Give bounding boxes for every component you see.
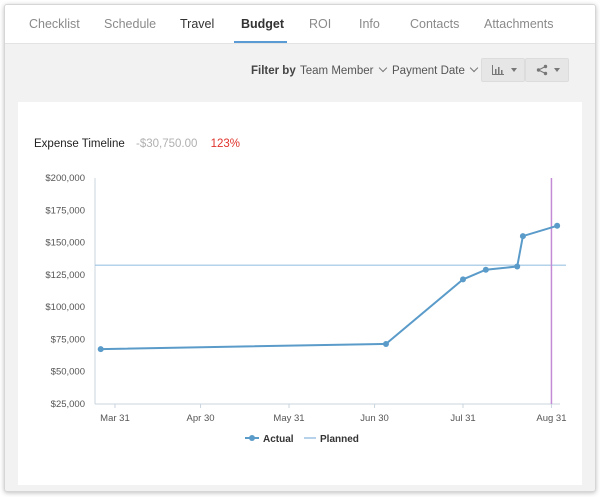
- payment-date-dropdown[interactable]: Payment Date: [392, 63, 479, 77]
- x-tick-label: Jul 31: [450, 413, 475, 424]
- tab-attachments[interactable]: Attachments: [484, 17, 554, 31]
- actual-point[interactable]: [460, 276, 467, 283]
- tab-roi[interactable]: ROI: [309, 17, 332, 31]
- expense-timeline-chart: $200,000 $175,000 $150,000 $125,000 $100,000…: [45, 173, 567, 445]
- filter-label: Filter by: [251, 65, 296, 77]
- filter-toolbar: Filter by Team Member Payment Date: [5, 43, 595, 103]
- team-member-dropdown[interactable]: Team Member: [300, 63, 387, 77]
- share-button[interactable]: [525, 58, 569, 82]
- tab-contacts[interactable]: Contacts: [410, 17, 460, 31]
- x-tick-label: Apr 30: [187, 413, 215, 424]
- tab-bar: Checklist Schedule Travel Budget ROI Inf…: [5, 5, 595, 44]
- tab-schedule[interactable]: Schedule: [104, 17, 157, 31]
- x-tick-label: May 31: [273, 413, 304, 424]
- chart-title: Expense Timeline: [34, 138, 125, 150]
- actual-point[interactable]: [482, 266, 489, 273]
- tab-checklist[interactable]: Checklist: [29, 17, 80, 31]
- chevron-down-icon: [378, 63, 387, 73]
- chevron-down-icon: [469, 63, 479, 73]
- x-tick-label: Aug 31: [536, 413, 566, 424]
- chart-card: Expense Timeline -$30,750.00 123% $200,0…: [18, 102, 582, 485]
- payment-date-label: Payment Date: [392, 65, 465, 77]
- y-tick-label: $150,000: [45, 238, 85, 249]
- y-tick-label: $175,000: [45, 205, 85, 216]
- chart-marks: [95, 178, 566, 404]
- budget-panel: Checklist Schedule Travel Budget ROI Inf…: [4, 4, 596, 492]
- share-icon: [536, 64, 548, 76]
- actual-point[interactable]: [554, 222, 561, 229]
- x-tick-label: Mar 31: [100, 413, 130, 424]
- chart-percent: 123%: [210, 138, 240, 150]
- x-axis: Mar 31 Apr 30 May 31 Jun 30 Jul 31 Aug 31: [95, 403, 567, 424]
- caret-down-icon: [554, 68, 560, 72]
- actual-point[interactable]: [382, 340, 389, 347]
- chart-header: Expense Timeline -$30,750.00 123%: [34, 138, 240, 150]
- caret-down-icon: [511, 68, 517, 72]
- actual-point[interactable]: [514, 263, 521, 270]
- actual-line: [100, 224, 558, 351]
- y-tick-label: $25,000: [51, 399, 85, 410]
- chart-variance: -$30,750.00: [135, 138, 198, 150]
- actual-point[interactable]: [97, 346, 104, 353]
- legend-actual-label[interactable]: Actual: [263, 434, 294, 445]
- y-tick-label: $125,000: [45, 270, 85, 281]
- bar-chart-icon: [492, 65, 504, 75]
- legend-actual-dot: [249, 435, 255, 441]
- tab-budget[interactable]: Budget: [241, 17, 285, 31]
- actual-point[interactable]: [519, 233, 526, 240]
- active-tab-indicator: [234, 41, 287, 43]
- y-tick-label: $100,000: [45, 302, 85, 313]
- chart-type-button[interactable]: [481, 58, 525, 82]
- tab-travel[interactable]: Travel: [180, 17, 215, 31]
- tab-info[interactable]: Info: [359, 17, 380, 31]
- y-axis: $200,000 $175,000 $150,000 $125,000 $100,000…: [45, 173, 96, 410]
- legend-planned-label[interactable]: Planned: [320, 434, 359, 445]
- x-tick-label: Jun 30: [360, 413, 389, 424]
- y-tick-label: $200,000: [45, 173, 85, 184]
- y-tick-label: $75,000: [51, 334, 85, 345]
- y-tick-label: $50,000: [51, 367, 85, 378]
- team-member-label: Team Member: [300, 65, 374, 77]
- chart-legend: Actual Planned: [245, 434, 359, 445]
